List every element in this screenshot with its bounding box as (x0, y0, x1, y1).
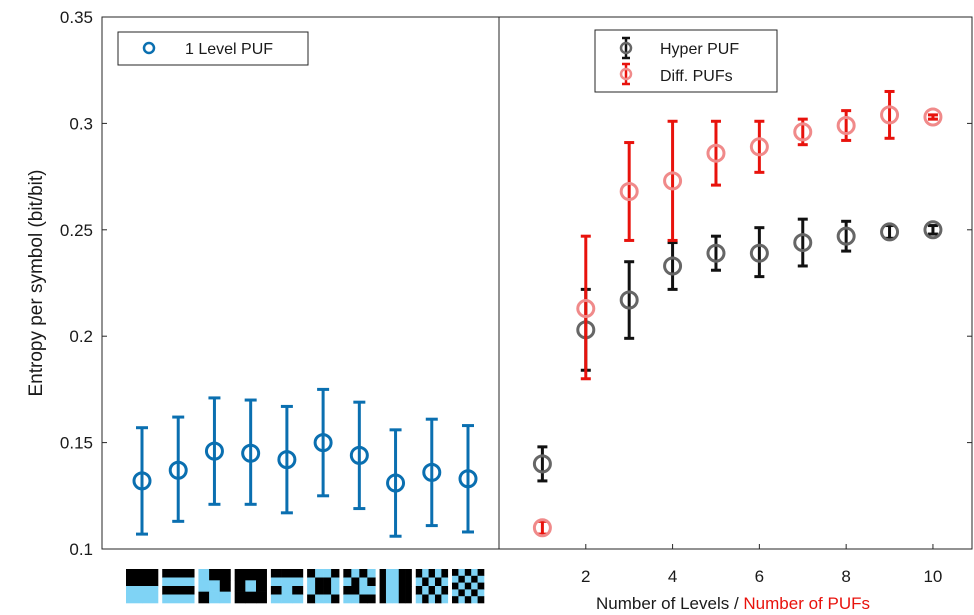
data-marker (793, 122, 813, 142)
data-marker (880, 222, 900, 242)
legend-marker-diff-pufs (619, 62, 633, 86)
x-axis-label-levels: Number of Levels / (596, 594, 743, 613)
data-marker (204, 441, 224, 461)
data-marker (880, 105, 900, 125)
data-marker (836, 116, 856, 136)
data-marker (576, 299, 596, 319)
point-hyper-puf (663, 241, 683, 291)
x-tick-label: 6 (755, 567, 764, 586)
point-hyper-puf (619, 260, 639, 340)
data-marker (619, 181, 639, 201)
point-hyper-puf (706, 234, 726, 272)
point-1-level-puf (386, 428, 406, 538)
data-marker (749, 243, 769, 263)
point-diff-pufs (576, 234, 596, 381)
data-marker (422, 462, 442, 482)
y-axis: 0.1 0.15 0.2 0.25 0.3 0.35 (60, 8, 972, 559)
x-tick-glyph-1 (126, 569, 159, 604)
legend-label-diff-pufs: Diff. PUFs (660, 68, 733, 85)
legend-label-1-level-puf: 1 Level PUF (185, 41, 273, 58)
point-1-level-puf (132, 426, 152, 536)
x-axis-label: Number of Levels / Number of PUFs (596, 594, 870, 613)
point-diff-pufs (880, 89, 900, 140)
data-marker (663, 171, 683, 191)
x-tick-glyph-2 (162, 569, 195, 604)
data-marker (168, 460, 188, 480)
data-marker (663, 256, 683, 276)
point-1-level-puf (277, 404, 297, 515)
point-hyper-puf (923, 220, 943, 240)
x-axis-pattern-glyphs (126, 569, 485, 604)
x-tick-label: 4 (668, 567, 677, 586)
data-marker (313, 433, 333, 453)
y-tick-label: 0.35 (60, 8, 93, 27)
point-hyper-puf (793, 217, 813, 268)
point-1-level-puf (422, 417, 442, 528)
point-diff-pufs (532, 518, 552, 538)
data-marker (532, 518, 552, 538)
point-diff-pufs (749, 119, 769, 174)
x-tick-glyph-6 (307, 569, 340, 604)
data-marker (793, 233, 813, 253)
x-tick-glyph-7 (343, 569, 376, 604)
point-diff-pufs (836, 109, 856, 142)
y-tick-label: 0.25 (60, 221, 93, 240)
point-diff-pufs (706, 119, 726, 187)
y-tick-label: 0.15 (60, 434, 93, 453)
y-tick-label: 0.3 (69, 114, 93, 133)
point-hyper-puf (749, 226, 769, 279)
point-diff-pufs (663, 119, 683, 242)
x-tick-glyph-9 (415, 569, 449, 604)
point-hyper-puf (880, 222, 900, 242)
x-tick-glyph-4 (234, 569, 267, 604)
x-tick-glyph-5 (270, 569, 304, 604)
data-marker (836, 226, 856, 246)
legend-left: 1 Level PUF (117, 31, 309, 66)
point-1-level-puf (204, 396, 224, 506)
point-hyper-puf (532, 445, 552, 483)
data-marker (532, 454, 552, 474)
x-tick-label: 10 (923, 567, 942, 586)
right-panel-frame (498, 16, 973, 550)
x-tick-label: 8 (841, 567, 850, 586)
x-tick-glyph-3 (198, 569, 231, 604)
data-marker (923, 220, 943, 240)
y-tick-label: 0.2 (69, 327, 93, 346)
data-marker (458, 469, 478, 489)
y-axis-label: Entropy per symbol (bit/bit) (26, 169, 47, 396)
x-tick-label: 2 (581, 567, 590, 586)
point-1-level-puf (168, 415, 188, 523)
data-marker (923, 107, 943, 127)
data-marker (706, 143, 726, 163)
point-diff-pufs (619, 141, 639, 242)
data-marker (277, 450, 297, 470)
legend-right: Hyper PUF Diff. PUFs (594, 29, 778, 93)
data-marker (619, 290, 639, 310)
data-marker (241, 443, 261, 463)
x-tick-glyph-8 (379, 569, 412, 604)
left-plot-area (132, 387, 478, 538)
y-tick-label: 0.1 (69, 540, 93, 559)
data-marker (749, 137, 769, 157)
point-1-level-puf (458, 424, 478, 534)
legend-marker-1-level-puf (142, 41, 156, 55)
legend-marker-hyper-puf (619, 36, 633, 60)
point-hyper-puf (836, 219, 856, 253)
data-marker (386, 473, 406, 493)
legend-label-hyper-puf: Hyper PUF (660, 41, 739, 58)
point-1-level-puf (313, 387, 333, 498)
x-axis-label-pufs: Number of PUFs (743, 594, 870, 613)
x-tick-glyph-10 (452, 569, 485, 604)
data-marker (349, 445, 369, 465)
x-axis-right: 2 4 6 8 10 (581, 544, 942, 586)
point-1-level-puf (241, 398, 261, 506)
point-1-level-puf (349, 400, 369, 511)
data-marker (706, 243, 726, 263)
data-marker (132, 471, 152, 491)
right-plot-area (532, 89, 943, 538)
point-diff-pufs (923, 107, 943, 127)
point-diff-pufs (793, 117, 813, 147)
